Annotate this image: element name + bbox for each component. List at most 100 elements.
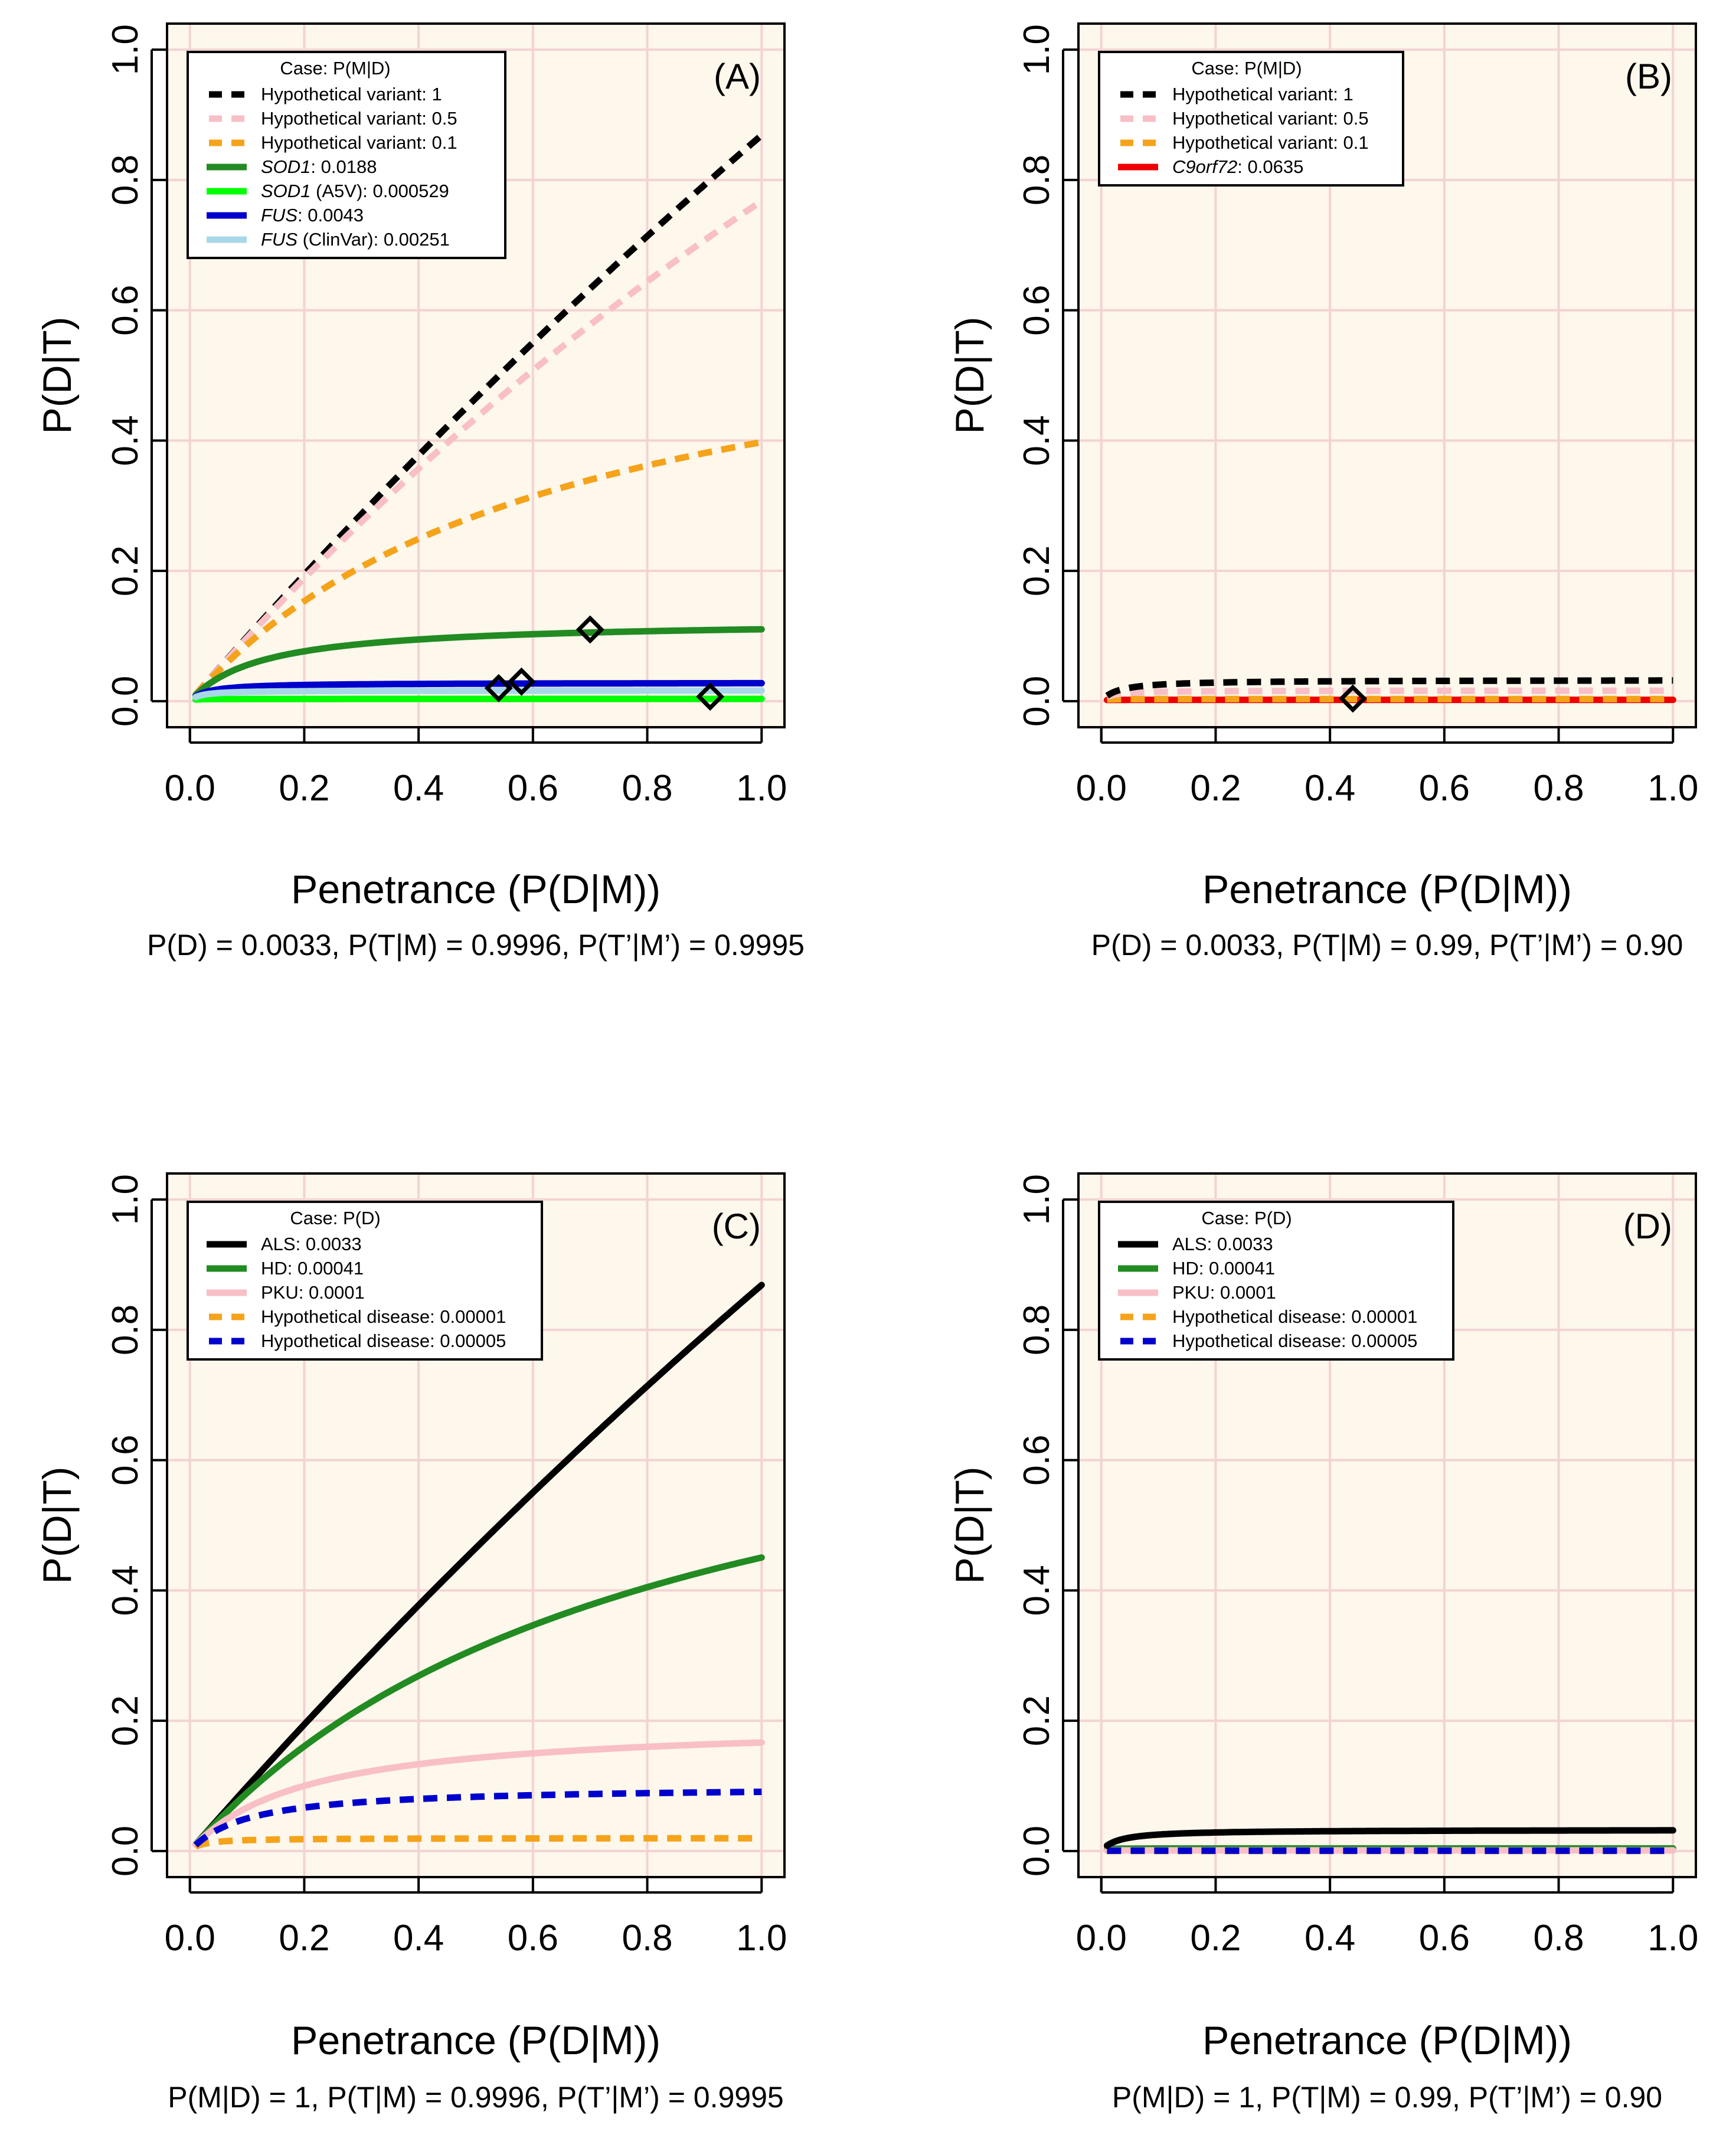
x-axis-label: Penetrance (P(D|M)) bbox=[291, 867, 661, 912]
legend-entry-label: Hypothetical variant: 0.1 bbox=[261, 132, 457, 153]
panel-a: 0.0 0.2 0.4 0.6 0.8 1.0 0.0 0.2 0.4 0.6 0.8 1.0 Pene… bbox=[35, 22, 805, 962]
x-tick-label: 0.0 bbox=[1076, 768, 1127, 809]
series-line bbox=[193, 439, 763, 697]
y-tick-label: 1.0 bbox=[1016, 1174, 1057, 1225]
legend-entry-label: HD: 0.00041 bbox=[261, 1258, 364, 1279]
x-axis-label: Penetrance (P(D|M)) bbox=[1202, 2018, 1572, 2063]
legend-box bbox=[187, 51, 506, 259]
legend-title: Case: P(D) bbox=[290, 1208, 380, 1228]
legend-entry-label: Hypothetical disease: 0.00005 bbox=[261, 1330, 506, 1351]
legend-entry-label: Hypothetical disease: 0.00001 bbox=[1172, 1306, 1417, 1327]
legend: Case: P(D) ALS: 0.0033 HD: 0.00041 PKU: 0.0… bbox=[187, 1201, 543, 1361]
series-line bbox=[193, 1789, 762, 1848]
panel-caption: P(D) = 0.0033, P(T|M) = 0.9996, P(T’|M’)… bbox=[147, 929, 805, 962]
series-line bbox=[1106, 687, 1673, 700]
y-axis-label: P(D|T) bbox=[947, 1467, 992, 1584]
x-tick-label: 0.8 bbox=[622, 1918, 672, 1959]
legend-entry-label: PKU: 0.0001 bbox=[1172, 1282, 1276, 1303]
x-tick-label: 0.2 bbox=[279, 1918, 329, 1959]
series-line bbox=[192, 1282, 765, 1848]
y-axis-label: P(D|T) bbox=[35, 317, 80, 434]
x-tick-label: 1.0 bbox=[1647, 1918, 1698, 1959]
series-group bbox=[1103, 677, 1676, 704]
legend-entry-label: Hypothetical variant: 0.1 bbox=[1172, 132, 1369, 153]
x-tick-label: 0.8 bbox=[622, 768, 672, 809]
x-tick-label: 0.4 bbox=[393, 768, 444, 809]
y-tick-label: 0.6 bbox=[105, 1435, 146, 1486]
panel-c: 0.0 0.2 0.4 0.6 0.8 1.0 0.0 0.2 0.4 0.6 0.8 1.0 Pene… bbox=[35, 1172, 787, 2114]
plot-frame bbox=[1077, 1172, 1697, 1878]
y-tick-label: 1.0 bbox=[1016, 24, 1057, 75]
x-tick-label: 0.8 bbox=[1533, 1918, 1584, 1959]
legend-entry-label: PKU: 0.0001 bbox=[261, 1282, 365, 1303]
plot-frame bbox=[166, 1172, 786, 1878]
y-tick-label: 0.6 bbox=[1016, 285, 1057, 336]
legend-entry-label: Hypothetical disease: 0.00005 bbox=[1172, 1330, 1417, 1351]
y-axis-label: P(D|T) bbox=[947, 317, 992, 434]
y-tick-label: 0.2 bbox=[1016, 1695, 1057, 1746]
x-axis-label: Penetrance (P(D|M)) bbox=[1202, 867, 1572, 912]
series-group bbox=[192, 1282, 765, 1850]
series-group bbox=[1103, 1827, 1676, 1855]
panel-caption: P(D) = 0.0033, P(T|M) = 0.99, P(T’|M’) =… bbox=[1091, 929, 1683, 962]
legend-entry-label: HD: 0.00041 bbox=[1172, 1258, 1275, 1279]
series-line bbox=[194, 1835, 762, 1850]
x-tick-label: 0.4 bbox=[1305, 1918, 1355, 1959]
legend: Case: P(D) ALS: 0.0033 HD: 0.00041 PKU: 0.0… bbox=[1098, 1201, 1454, 1361]
x-tick-label: 0.2 bbox=[279, 768, 329, 809]
x-tick-label: 0.0 bbox=[165, 768, 215, 809]
y-tick-label: 0.6 bbox=[105, 285, 146, 336]
x-tick-label: 0.2 bbox=[1190, 1918, 1241, 1959]
legend-entry-label: Hypothetical disease: 0.00001 bbox=[261, 1306, 506, 1327]
legend-entry-label: Hypothetical variant: 0.5 bbox=[1172, 108, 1369, 129]
y-tick-label: 0.4 bbox=[1016, 1565, 1057, 1616]
legend: Case: P(M|D) Hypothetical variant: 1 Hypot… bbox=[187, 51, 506, 259]
y-tick-label: 0.0 bbox=[105, 1826, 146, 1877]
series-line bbox=[192, 687, 765, 701]
legend-box bbox=[1098, 1201, 1454, 1361]
y-tick-label: 1.0 bbox=[105, 24, 146, 75]
panel-caption: P(M|D) = 1, P(T|M) = 0.9996, P(T’|M’) = … bbox=[168, 2081, 783, 2114]
x-tick-label: 0.0 bbox=[165, 1918, 215, 1959]
data-point-marker bbox=[696, 682, 725, 711]
series-line bbox=[193, 198, 764, 697]
y-tick-label: 0.8 bbox=[105, 155, 146, 205]
series-line bbox=[192, 679, 765, 700]
legend-entry-label: Hypothetical variant: 0.5 bbox=[261, 108, 457, 129]
y-tick-label: 0.4 bbox=[105, 1565, 146, 1616]
panel-label: (C) bbox=[712, 1207, 761, 1246]
y-tick-label: 0.2 bbox=[105, 1695, 146, 1746]
x-tick-label: 1.0 bbox=[736, 768, 787, 809]
panel-b: 0.0 0.2 0.4 0.6 0.8 1.0 0.0 0.2 0.4 0.6 0.8 1.0 Pene… bbox=[947, 22, 1698, 962]
y-tick-label: 0.2 bbox=[1016, 545, 1057, 596]
x-tick-label: 0.6 bbox=[508, 768, 558, 809]
series-line bbox=[193, 132, 764, 697]
plot-frame bbox=[166, 22, 786, 728]
panel-label: (A) bbox=[714, 57, 761, 96]
panel-caption: P(M|D) = 1, P(T|M) = 0.99, P(T’|M’) = 0.… bbox=[1112, 2081, 1662, 2114]
series-line bbox=[1103, 1827, 1676, 1849]
y-tick-label: 0.2 bbox=[105, 545, 146, 596]
legend-entry-label: C9orf72: 0.0635 bbox=[1172, 156, 1303, 177]
series-line bbox=[1105, 677, 1673, 699]
x-tick-label: 0.0 bbox=[1076, 1918, 1127, 1959]
x-axis-label: Penetrance (P(D|M)) bbox=[291, 2018, 661, 2063]
y-tick-label: 0.8 bbox=[1016, 1305, 1057, 1355]
y-tick-label: 0.4 bbox=[1016, 415, 1057, 466]
x-tick-label: 0.4 bbox=[1305, 768, 1355, 809]
series-group bbox=[192, 132, 765, 703]
y-tick-label: 1.0 bbox=[105, 1174, 146, 1225]
y-tick-label: 0.0 bbox=[1016, 1826, 1057, 1877]
legend-entry-label: Hypothetical variant: 1 bbox=[261, 84, 442, 104]
x-tick-label: 0.4 bbox=[393, 1918, 444, 1959]
legend-title: Case: P(M|D) bbox=[280, 58, 390, 79]
legend-box bbox=[187, 1201, 543, 1361]
legend-entry-label: SOD1: 0.0188 bbox=[261, 156, 377, 177]
series-line bbox=[192, 626, 765, 699]
x-tick-label: 0.6 bbox=[508, 1918, 558, 1959]
series-line bbox=[192, 1739, 765, 1848]
x-tick-label: 1.0 bbox=[736, 1918, 787, 1959]
data-point-marker bbox=[576, 615, 604, 644]
y-tick-label: 0.0 bbox=[1016, 676, 1057, 727]
y-tick-label: 0.8 bbox=[105, 1305, 146, 1355]
